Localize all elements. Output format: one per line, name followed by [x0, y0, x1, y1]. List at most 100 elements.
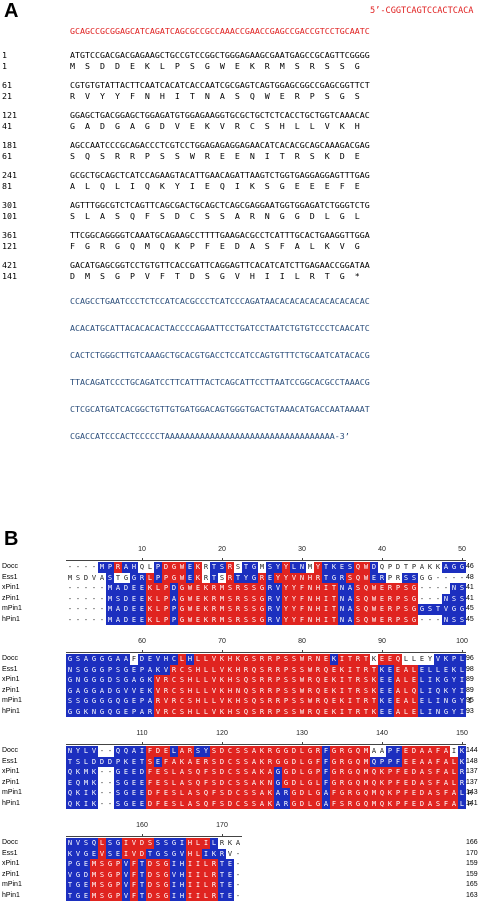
- residue-cell: Y: [202, 746, 210, 757]
- residue-cell: P: [386, 767, 394, 778]
- residue-cell: V: [227, 849, 233, 858]
- residue-cell: -: [235, 881, 241, 889]
- residue-cell: P: [170, 614, 178, 625]
- residue-cell: S: [242, 696, 250, 707]
- residue-cell: L: [458, 664, 466, 675]
- residue-cell: G: [330, 572, 338, 583]
- residue-cell: S: [250, 654, 258, 665]
- residue-cell: K: [370, 706, 378, 717]
- residue-cell: D: [122, 614, 130, 625]
- nt-position: 361: [2, 230, 17, 240]
- residue-cell: G: [274, 756, 282, 767]
- residue-cell: V: [122, 685, 130, 696]
- residue-cell: S: [186, 767, 194, 778]
- residue-cell: S: [178, 706, 186, 717]
- end-position: 141: [466, 799, 478, 807]
- ruler-tick: [142, 558, 143, 561]
- residue-cell: E: [130, 604, 138, 615]
- residue-cell: A: [394, 706, 402, 717]
- residue-cell: S: [219, 573, 225, 582]
- residue-cell: S: [114, 798, 122, 809]
- residue-cell: E: [418, 696, 426, 707]
- residue-cell: V: [66, 869, 74, 880]
- residue-cell: I: [346, 696, 354, 707]
- residue-cell: C: [234, 788, 242, 799]
- residue-cell: G: [418, 604, 426, 615]
- residue-cell: G: [178, 583, 186, 594]
- residue-cell: S: [75, 573, 81, 582]
- residue-cell: D: [138, 848, 146, 859]
- residue-cell: G: [274, 767, 282, 778]
- residue-cell: -: [107, 799, 113, 808]
- residue-cell: A: [274, 798, 282, 809]
- residue-cell: -: [99, 594, 105, 603]
- residue-cell: V: [122, 869, 130, 880]
- residue-cell: A: [346, 583, 354, 594]
- residue-cell: G: [106, 654, 114, 665]
- residue-cell: K: [442, 685, 450, 696]
- residue-cell: S: [282, 706, 290, 717]
- residue-cell: A: [250, 746, 258, 757]
- residue-cell: V: [90, 746, 98, 757]
- residue-cell: G: [123, 573, 129, 582]
- residue-cell: L: [402, 685, 410, 696]
- residue-cell: F: [322, 777, 330, 788]
- aa-position: 81: [2, 181, 12, 191]
- sequence-names: Docc Ess1 xPin1 zPin1 mPin1 hPin1: [2, 746, 22, 809]
- residue-cell: G: [162, 869, 170, 880]
- residue-cell: P: [170, 604, 178, 615]
- residue-cell: D: [218, 746, 226, 757]
- residue-cell: G: [282, 746, 290, 757]
- residue-cell: -: [67, 605, 73, 613]
- residue-cell: F: [434, 767, 442, 778]
- residue-cell: S: [426, 604, 434, 615]
- residue-cell: E: [154, 756, 162, 767]
- end-position: 148: [466, 757, 478, 765]
- residue-cell: Q: [354, 746, 362, 757]
- end-position: 45: [466, 615, 474, 623]
- residue-cell: M: [218, 593, 226, 604]
- position-ruler: 10 20 30 40 50: [66, 546, 466, 561]
- residue-cell: P: [162, 614, 170, 625]
- residue-cell: A: [379, 747, 385, 755]
- residue-cell: I: [194, 890, 202, 901]
- residue-cell: -: [83, 605, 89, 613]
- residue-cell: K: [330, 654, 338, 665]
- residue-cell: Q: [362, 593, 370, 604]
- residue-cell: F: [146, 746, 154, 757]
- residue-cell: S: [346, 572, 354, 583]
- residue-cell: S: [218, 798, 226, 809]
- residue-cell: S: [162, 777, 170, 788]
- residue-cell: R: [386, 583, 394, 594]
- aa-position: 121: [2, 241, 17, 251]
- ruler-label: 30: [298, 546, 306, 553]
- residue-cell: H: [306, 572, 314, 583]
- residue-cell: T: [322, 562, 330, 573]
- residue-cell: E: [130, 593, 138, 604]
- panel-b-label: B: [4, 528, 19, 550]
- residue-cell: E: [138, 614, 146, 625]
- residue-cell: M: [370, 798, 378, 809]
- end-positions: 166 170 159 159 165 163: [466, 838, 478, 901]
- residue-cell: S: [242, 614, 250, 625]
- residue-cell: E: [322, 675, 330, 686]
- residue-cell: T: [242, 562, 250, 573]
- residue-cell: S: [402, 583, 410, 594]
- residue-cell: T: [434, 604, 442, 615]
- residue-cell: C: [178, 696, 186, 707]
- residue-cell: A: [322, 798, 330, 809]
- residue-cell: R: [210, 614, 218, 625]
- residue-cell: D: [226, 798, 234, 809]
- residue-cell: E: [378, 685, 386, 696]
- residue-cell: -: [99, 768, 105, 776]
- residue-cell: V: [274, 604, 282, 615]
- residue-cell: -: [459, 573, 465, 582]
- residue-cell: L: [298, 756, 306, 767]
- residue-cell: Y: [450, 675, 458, 686]
- residue-cell: G: [314, 798, 322, 809]
- end-position: 98: [466, 665, 474, 673]
- residue-cell: G: [274, 746, 282, 757]
- residue-cell: L: [450, 767, 458, 778]
- residue-cell: S: [210, 746, 218, 757]
- nucleotide-line: AGCCAATCCCGCAGACCCTCGTCCTGGAGAGAGGAGAACA…: [70, 140, 370, 150]
